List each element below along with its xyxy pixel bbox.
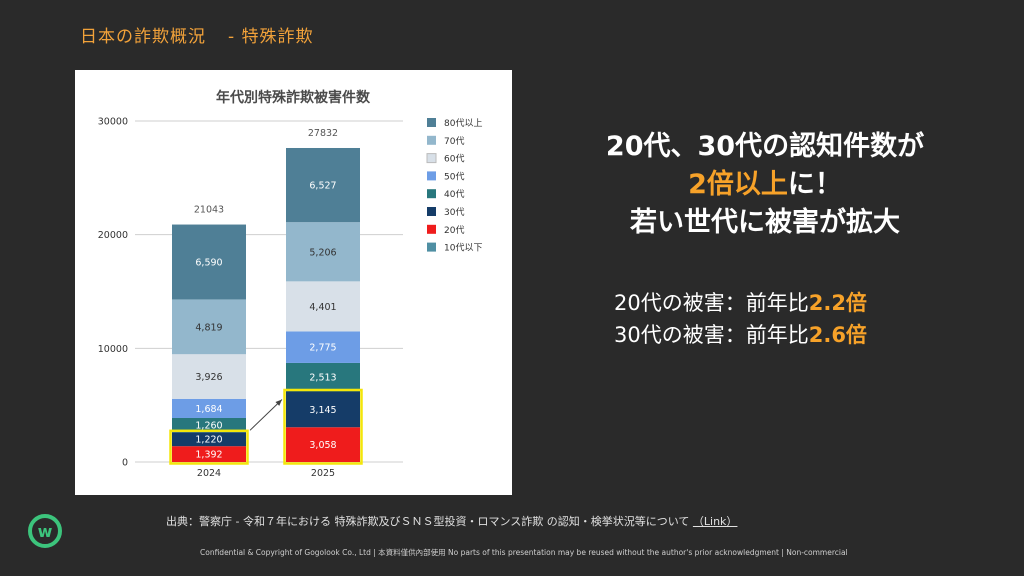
- headline-line3: 若い世代に被害が拡大: [630, 207, 900, 238]
- data-label: 4,401: [309, 302, 336, 313]
- legend-swatch: [426, 153, 437, 164]
- legend-swatch: [427, 189, 436, 199]
- bar-segment: [172, 417, 246, 433]
- legend-label: 40代: [444, 189, 464, 200]
- legend-label: 30代: [444, 207, 464, 218]
- legend-label: 70代: [444, 136, 464, 147]
- confidential-footer: Confidential & Copyright of Gogolook Co.…: [200, 548, 848, 557]
- total-label: 27832: [308, 128, 338, 139]
- header-title: 日本の詐欺概況: [80, 27, 206, 47]
- source-citation: 出典：警察庁 - 令和７年における 特殊詐欺及びＳＮＳ型投資・ロマンス詐欺 の認…: [166, 513, 737, 529]
- stat-label: 20代の被害：前年比: [614, 291, 809, 315]
- x-tick-label: 2025: [311, 468, 335, 479]
- y-tick-label: 0: [122, 458, 128, 469]
- stat-row: 30代の被害：前年比2.6倍: [614, 319, 867, 351]
- stat-value: 2.2倍: [808, 291, 867, 315]
- bar-segment: [286, 362, 360, 392]
- gogolook-logo-icon: w: [28, 514, 62, 548]
- legend-swatch: [427, 171, 436, 181]
- data-label: 3,058: [309, 440, 336, 451]
- bar-segment: [286, 331, 360, 363]
- source-text: 出典：警察庁 - 令和７年における 特殊詐欺及びＳＮＳ型投資・ロマンス詐欺 の認…: [166, 515, 690, 528]
- bar-segment: [172, 446, 246, 462]
- bar-segment: [286, 427, 360, 462]
- y-tick-label: 20000: [98, 230, 128, 241]
- bar-segment: [172, 432, 246, 447]
- total-label: 21043: [194, 205, 224, 216]
- stats-block: 20代の被害：前年比2.2倍 30代の被害：前年比2.6倍: [614, 287, 867, 351]
- bar-segment: [286, 281, 360, 332]
- chart-title: 年代別特殊詐欺被害件数: [216, 89, 371, 106]
- bar-segment: [286, 222, 360, 282]
- stat-value: 2.6倍: [808, 323, 867, 347]
- legend-label: 10代以下: [444, 243, 482, 254]
- bar-segment: [172, 299, 246, 355]
- source-link[interactable]: （Link）: [692, 515, 738, 528]
- data-label: 6,527: [309, 181, 336, 192]
- headline-highlight: 2倍以上: [688, 169, 788, 200]
- headline-line1: 20代、30代の認知件数が: [605, 131, 925, 162]
- header-subtitle: - 特殊詐欺: [228, 27, 314, 47]
- bar-segment: [172, 354, 246, 399]
- growth-arrow-head: [275, 399, 282, 406]
- data-label: 1,684: [195, 404, 222, 415]
- data-label: 2,775: [309, 343, 336, 354]
- stat-label: 30代の被害：前年比: [614, 323, 809, 347]
- headline: 20代、30代の認知件数が 2倍以上に！ 若い世代に被害が拡大: [560, 128, 970, 242]
- chart-panel: 年代別特殊詐欺被害件数 0 10000 20000 30000 1,392 1,220 1,2…: [75, 70, 512, 495]
- data-label: 6,590: [195, 257, 222, 268]
- data-label: 5,206: [309, 247, 336, 258]
- x-tick-label: 2024: [197, 468, 221, 479]
- data-label: 2,513: [309, 373, 336, 384]
- legend-label: 80代以上: [444, 118, 482, 129]
- bar-segment: [286, 147, 360, 223]
- legend-label: 50代: [444, 171, 464, 182]
- headline-line2-rest: に！: [787, 169, 842, 200]
- legend-label: 20代: [444, 225, 464, 236]
- highlight-frame: [283, 388, 363, 465]
- data-label: 1,392: [195, 450, 222, 461]
- y-tick-label: 10000: [98, 344, 128, 355]
- slide-header: 日本の詐欺概況 - 特殊詐欺: [80, 22, 314, 47]
- legend-swatch: [427, 207, 436, 216]
- legend-swatch: [427, 224, 436, 234]
- data-label: 3,145: [309, 405, 336, 416]
- legend-swatch: [427, 118, 436, 127]
- data-label: 4,819: [195, 322, 222, 333]
- bar-segment: [172, 224, 246, 300]
- bar-segment: [172, 398, 246, 418]
- legend-label: 60代: [444, 154, 464, 165]
- stacked-bar-chart: 年代別特殊詐欺被害件数 0 10000 20000 30000 1,392 1,220 1,2…: [98, 89, 483, 479]
- y-tick-label: 30000: [98, 117, 128, 128]
- data-label: 3,926: [195, 372, 222, 383]
- legend-swatch: [427, 242, 436, 252]
- stat-row: 20代の被害：前年比2.2倍: [614, 287, 867, 319]
- growth-arrow-line: [249, 399, 283, 431]
- legend-swatch: [427, 135, 436, 145]
- headline-line2: 2倍以上に！: [560, 166, 970, 204]
- data-label: 1,220: [195, 435, 222, 446]
- bar-segment: [286, 391, 360, 428]
- data-label: 1,260: [195, 421, 222, 432]
- highlight-frame: [169, 429, 249, 465]
